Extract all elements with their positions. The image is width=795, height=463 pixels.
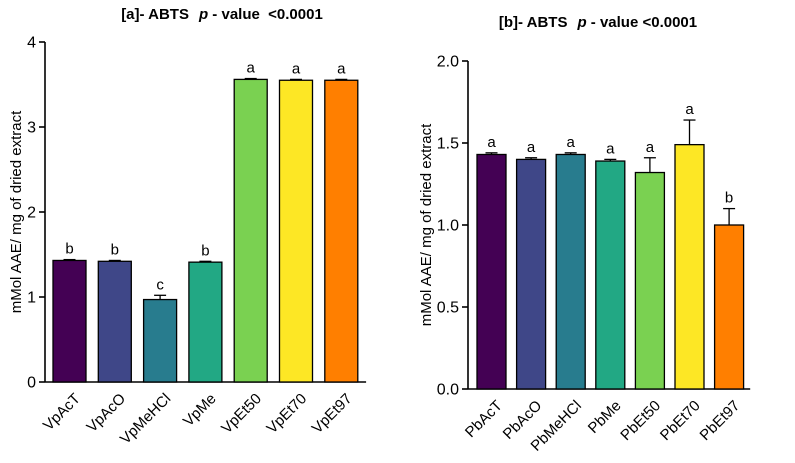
- chart-a-bar: [188, 261, 223, 383]
- chart-a-category-label: VpMe: [180, 390, 220, 430]
- chart-b-bar: [634, 171, 666, 390]
- chart-b-significance-label: b: [725, 190, 733, 207]
- chart-a-bar: [97, 260, 132, 383]
- chart-a-bar: [278, 79, 314, 383]
- chart-a-bar: [233, 78, 268, 383]
- chart-b-y-tick-label: 1.0: [437, 218, 459, 235]
- chart-a-y-tick-label: 1: [27, 290, 36, 307]
- chart-b-significance-label: a: [685, 101, 694, 118]
- chart-b-title: [b]- ABTS p - value <0.0001: [499, 14, 697, 31]
- chart-a-y-tick-label: 0: [27, 375, 36, 392]
- chart-b-bar: [555, 153, 586, 390]
- chart-a-y-axis-label: mMol AAE/ mg of dried extract: [8, 110, 25, 313]
- chart-b-bar: [674, 143, 705, 390]
- chart-a-category-label: VpEt50: [218, 390, 265, 437]
- chart-a-significance-label: b: [201, 242, 209, 259]
- chart-b-category-label: PbEt70: [657, 397, 704, 444]
- chart-b-significance-label: a: [567, 134, 576, 151]
- chart-b-y-tick-label: 0.0: [437, 382, 459, 399]
- chart-a-significance-label: b: [65, 241, 73, 258]
- chart-a-significance-label: a: [292, 60, 301, 77]
- chart-a: [a]- ABTS p - value <0.0001 mMol AAE/ mg …: [8, 6, 367, 448]
- chart-b-bar: [713, 224, 745, 390]
- chart-a-category-label: VpEt70: [263, 390, 310, 437]
- chart-a-significance-label: a: [247, 60, 256, 77]
- chart-b-significance-label: a: [527, 139, 536, 156]
- chart-b-significance-label: a: [487, 134, 496, 151]
- chart-b-bar: [515, 158, 547, 390]
- chart-b-y-tick-label: 0.5: [437, 300, 459, 317]
- chart-b-bar: [595, 160, 626, 390]
- chart-b-y-tick-label: 1.5: [437, 136, 459, 153]
- chart-a-y-tick-label: 4: [27, 35, 36, 52]
- chart-a-bar: [52, 259, 87, 383]
- chart-a-bar: [324, 79, 359, 383]
- chart-a-plot: 01234bVpAcTbVpAcOcVpMeHClbVpMeaVpEt50aVp…: [27, 35, 367, 448]
- chart-a-title: [a]- ABTS p - value <0.0001: [121, 6, 323, 23]
- chart-a-significance-label: a: [337, 60, 346, 77]
- chart-b-plot: 0.00.51.01.52.0aPbAcTaPbAcOaPbMeHClaPbMe…: [437, 54, 751, 455]
- chart-b-bar: [476, 153, 507, 390]
- chart-b-significance-label: a: [606, 140, 615, 157]
- chart-a-category-label: VpEt97: [309, 390, 356, 437]
- chart-a-significance-label: c: [156, 276, 164, 293]
- chart-b-y-axis-label: mMol AAE/ mg of dried extract: [418, 123, 435, 326]
- chart-a-y-tick-label: 3: [27, 120, 36, 137]
- chart-b: [b]- ABTS p - value <0.0001 mMol AAE/ mg …: [418, 14, 751, 455]
- chart-b-category-label: PbEt50: [617, 397, 664, 444]
- chart-b-y-tick-label: 2.0: [437, 54, 459, 71]
- chart-b-category-label: PbAcT: [462, 397, 506, 441]
- chart-a-significance-label: b: [111, 241, 119, 258]
- chart-b-significance-label: a: [646, 139, 655, 156]
- chart-a-category-label: VpAcT: [40, 390, 84, 434]
- chart-a-y-tick-label: 2: [27, 205, 36, 222]
- chart-a-bar: [142, 298, 178, 383]
- chart-b-category-label: PbEt97: [697, 397, 744, 444]
